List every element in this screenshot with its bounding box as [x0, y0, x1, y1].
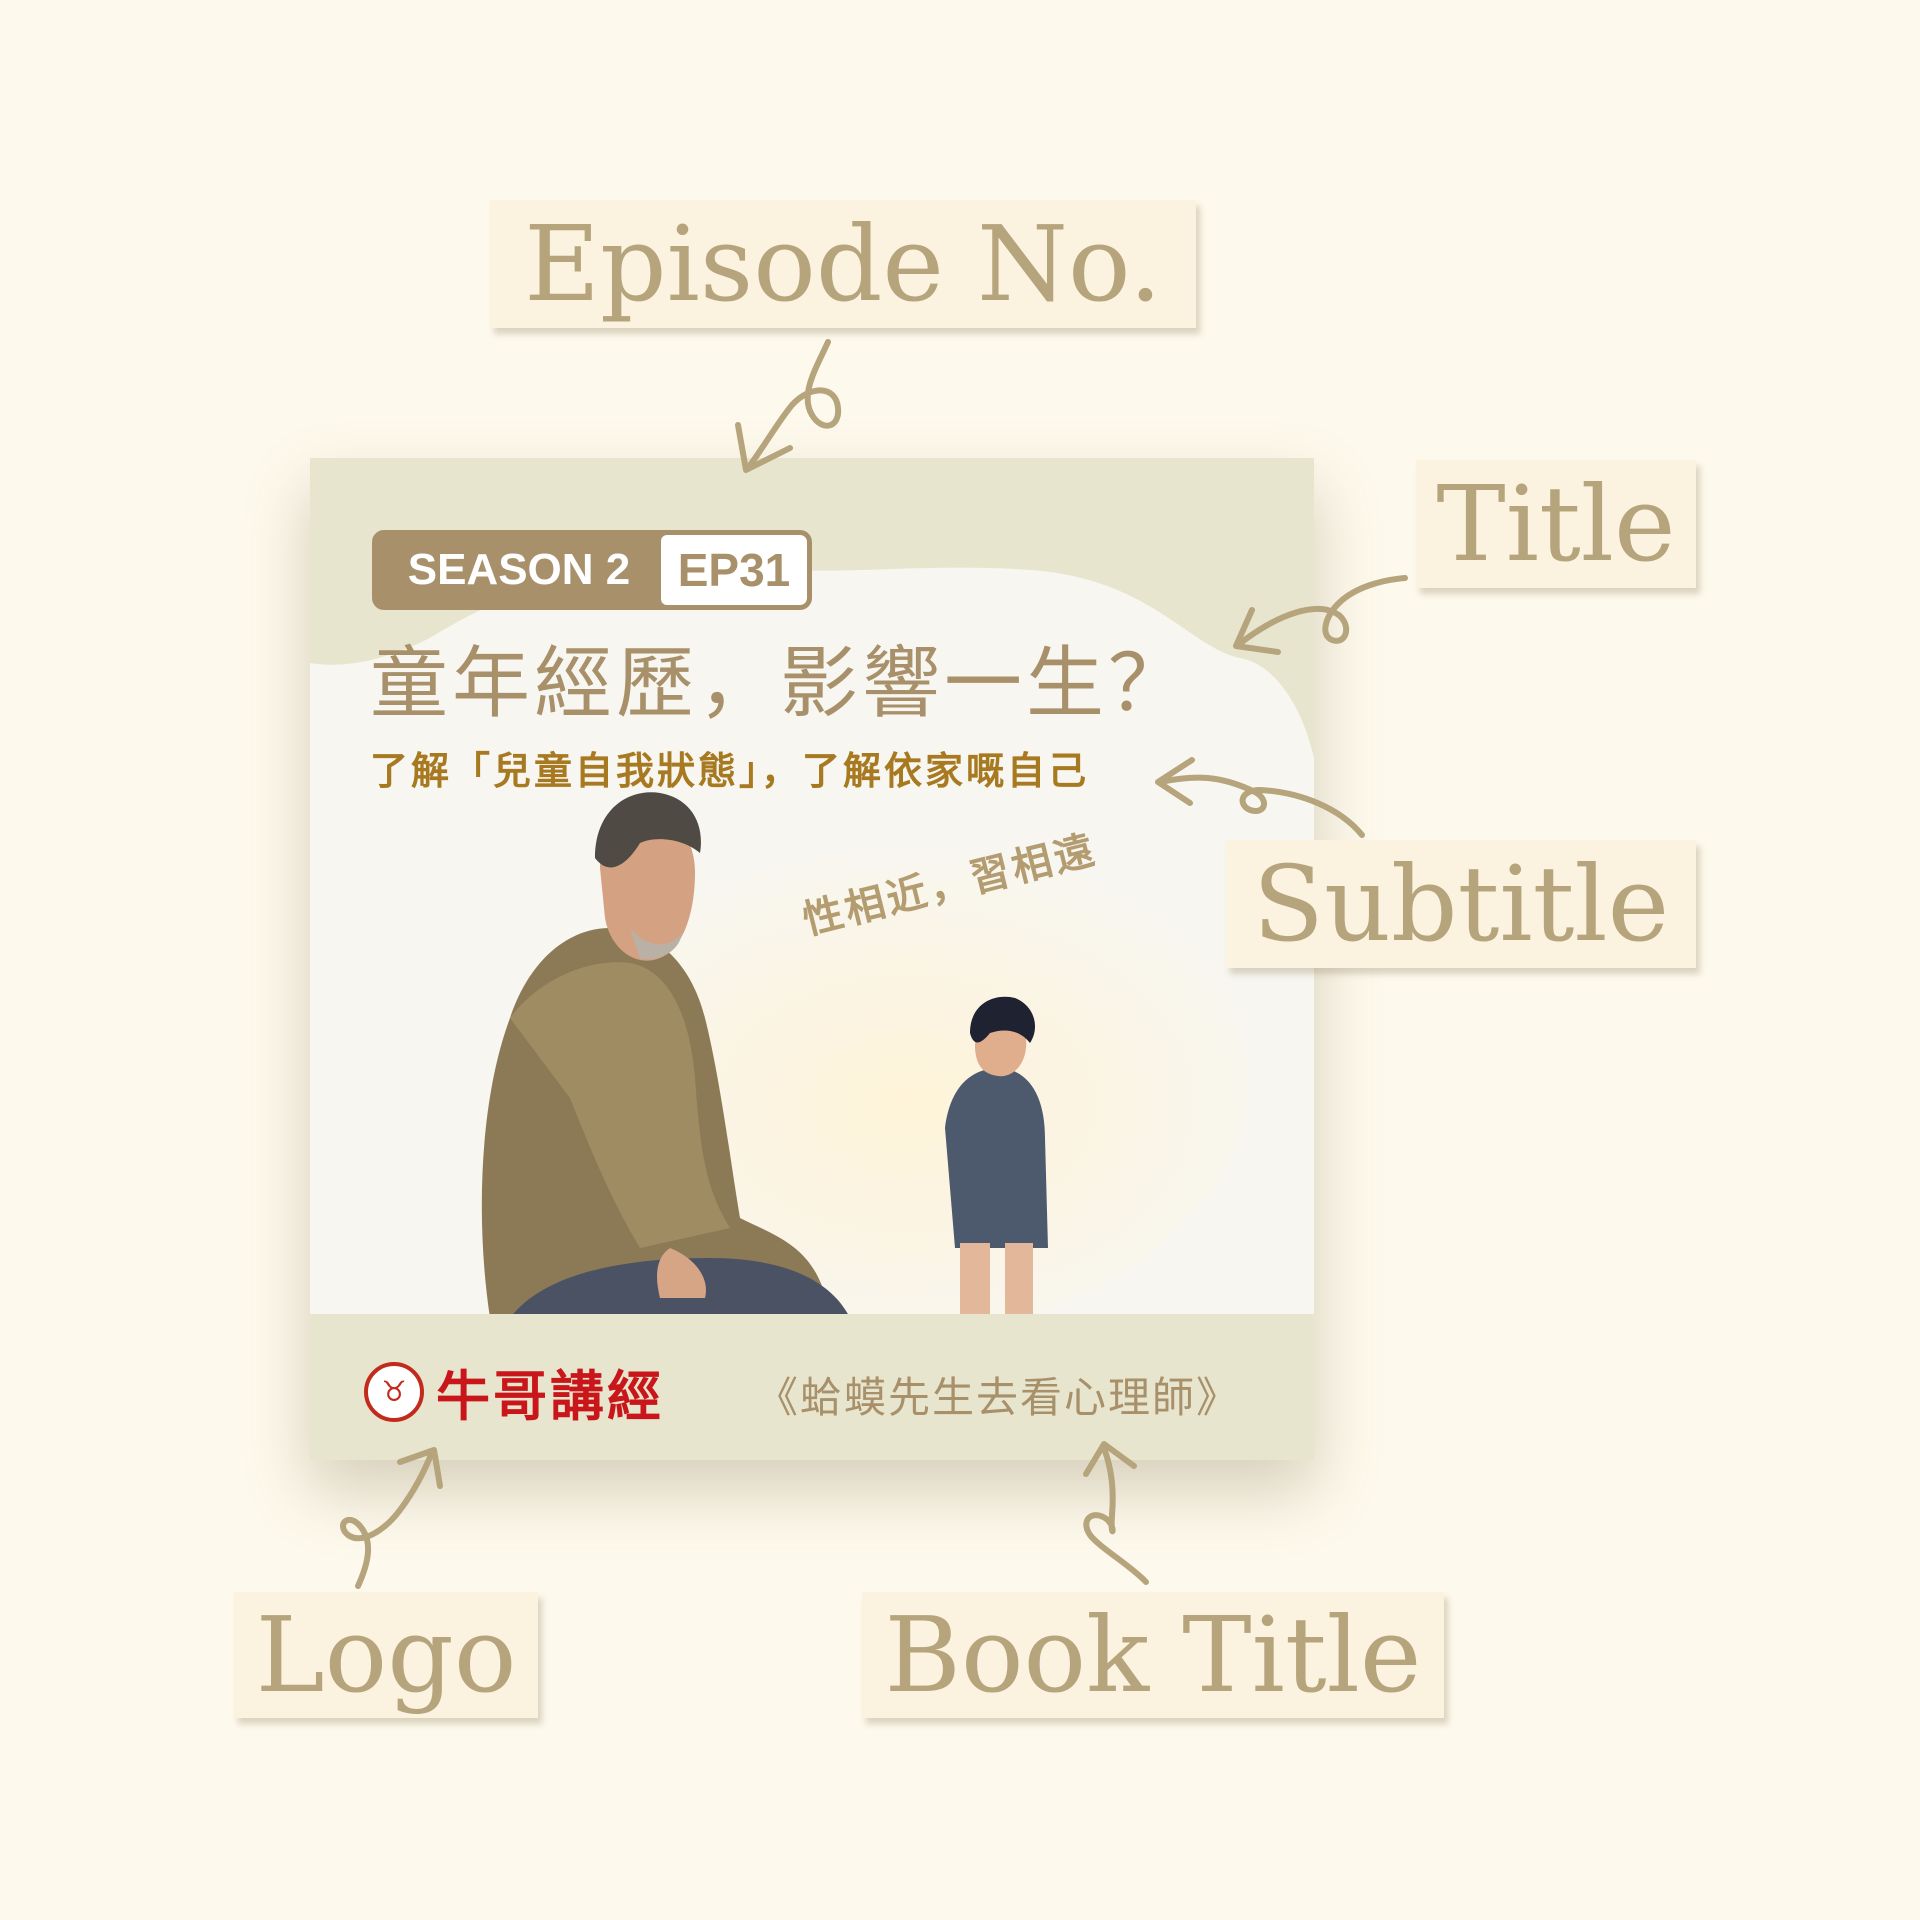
annotation-title: Title: [1416, 460, 1696, 588]
season-label: SEASON 2: [377, 535, 661, 605]
logo: ♉ 牛哥講經: [364, 1352, 664, 1431]
arrow-book: [1083, 1445, 1149, 1585]
annotation-subtitle: Subtitle: [1226, 840, 1696, 968]
episode-subtitle: 了解「兒童自我狀態」，了解依家嘅自己: [370, 749, 1090, 793]
annotation-book-title: Book Title: [862, 1592, 1444, 1718]
cover-footer: ♉ 牛哥講經 《蛤蟆先生去看心理師》: [310, 1314, 1314, 1460]
episode-title: 童年經歷，影響一生？: [370, 639, 1191, 729]
episode-badge: SEASON 2 EP31: [372, 530, 812, 610]
logo-text: 牛哥講經: [436, 1365, 664, 1428]
annotation-logo: Logo: [234, 1592, 538, 1718]
annotation-episode-no: Episode No.: [490, 200, 1196, 328]
arrow-episode: [745, 339, 842, 471]
podcast-cover: SEASON 2 EP31 童年經歷，影響一生？ 了解「兒童自我狀態」，了解依家…: [310, 458, 1314, 1460]
illustration-grandfather-and-child: [481, 792, 1250, 1318]
child-figure: [945, 996, 1048, 1318]
episode-number: EP31: [661, 535, 807, 605]
grandfather-figure: [481, 792, 850, 1318]
arrow-logo: [340, 1449, 435, 1589]
book-title: 《蛤蟆先生去看心理師》: [756, 1373, 1241, 1422]
ox-seal-icon: ♉: [364, 1361, 424, 1422]
